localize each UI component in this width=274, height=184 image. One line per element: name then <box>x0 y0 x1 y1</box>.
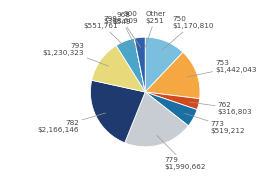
Text: 750
$1,170,810: 750 $1,170,810 <box>162 16 214 50</box>
Text: 900
$308,609: 900 $308,609 <box>103 11 141 47</box>
Text: 773
$519,212: 773 $519,212 <box>185 113 246 134</box>
Wedge shape <box>125 92 189 147</box>
Wedge shape <box>90 80 145 143</box>
Wedge shape <box>116 38 145 92</box>
Wedge shape <box>134 37 145 92</box>
Text: 762
$316,803: 762 $316,803 <box>189 102 253 115</box>
Wedge shape <box>145 92 197 126</box>
Wedge shape <box>145 37 183 92</box>
Wedge shape <box>92 45 145 92</box>
Wedge shape <box>145 92 200 110</box>
Text: 799
$551,761: 799 $551,761 <box>83 16 129 50</box>
Text: 779
$1,990,662: 779 $1,990,662 <box>157 135 206 171</box>
Text: 793
$1,230,323: 793 $1,230,323 <box>43 43 109 66</box>
Text: 968
$549: 968 $549 <box>112 13 136 48</box>
Wedge shape <box>134 38 145 92</box>
Wedge shape <box>145 52 200 99</box>
Text: 782
$2,166,146: 782 $2,166,146 <box>38 113 105 133</box>
Text: 753
$1,442,043: 753 $1,442,043 <box>187 60 257 77</box>
Text: Other
$251: Other $251 <box>145 11 166 47</box>
